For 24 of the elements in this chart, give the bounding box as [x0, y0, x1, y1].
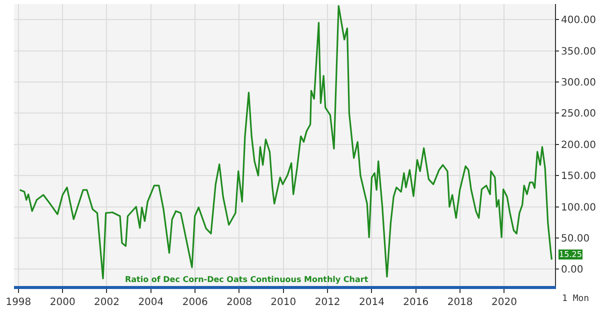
x-tick-label: 2008 [226, 297, 252, 308]
x-tick-label: 2000 [50, 297, 76, 308]
x-tick-label: 2004 [138, 297, 164, 308]
x-tick-label: 1998 [6, 297, 32, 308]
x-tick-label: 2010 [270, 297, 296, 308]
text: 1 Mon [562, 294, 590, 304]
y-tick-label: 200.00 [561, 140, 596, 151]
y-tick-label: 250.00 [561, 108, 596, 120]
x-tick-label: 2018 [447, 297, 473, 308]
x-tick-label: 2014 [358, 297, 384, 308]
y-tick-label: 0.00 [561, 264, 584, 276]
x-tick-label: 2020 [491, 297, 517, 308]
y-tick-label: 350.00 [561, 46, 596, 58]
y-tick-label: 150.00 [561, 171, 596, 182]
x-tick-label: 2012 [314, 297, 340, 308]
x-tick-label: 2002 [94, 297, 120, 308]
x-tick-label: 2016 [403, 297, 429, 308]
y-tick-label: 400.00 [561, 15, 596, 26]
y-tick-label: 300.00 [561, 77, 596, 88]
y-tick-label: 50.00 [561, 233, 590, 244]
annotation: 15.25 [559, 250, 582, 259]
x-tick-label: 2006 [182, 297, 208, 308]
text: Ratio of Dec Corn-Dec Oats Continuous Monthly Chart [125, 275, 368, 284]
y-tick-label: 100.00 [561, 202, 596, 214]
